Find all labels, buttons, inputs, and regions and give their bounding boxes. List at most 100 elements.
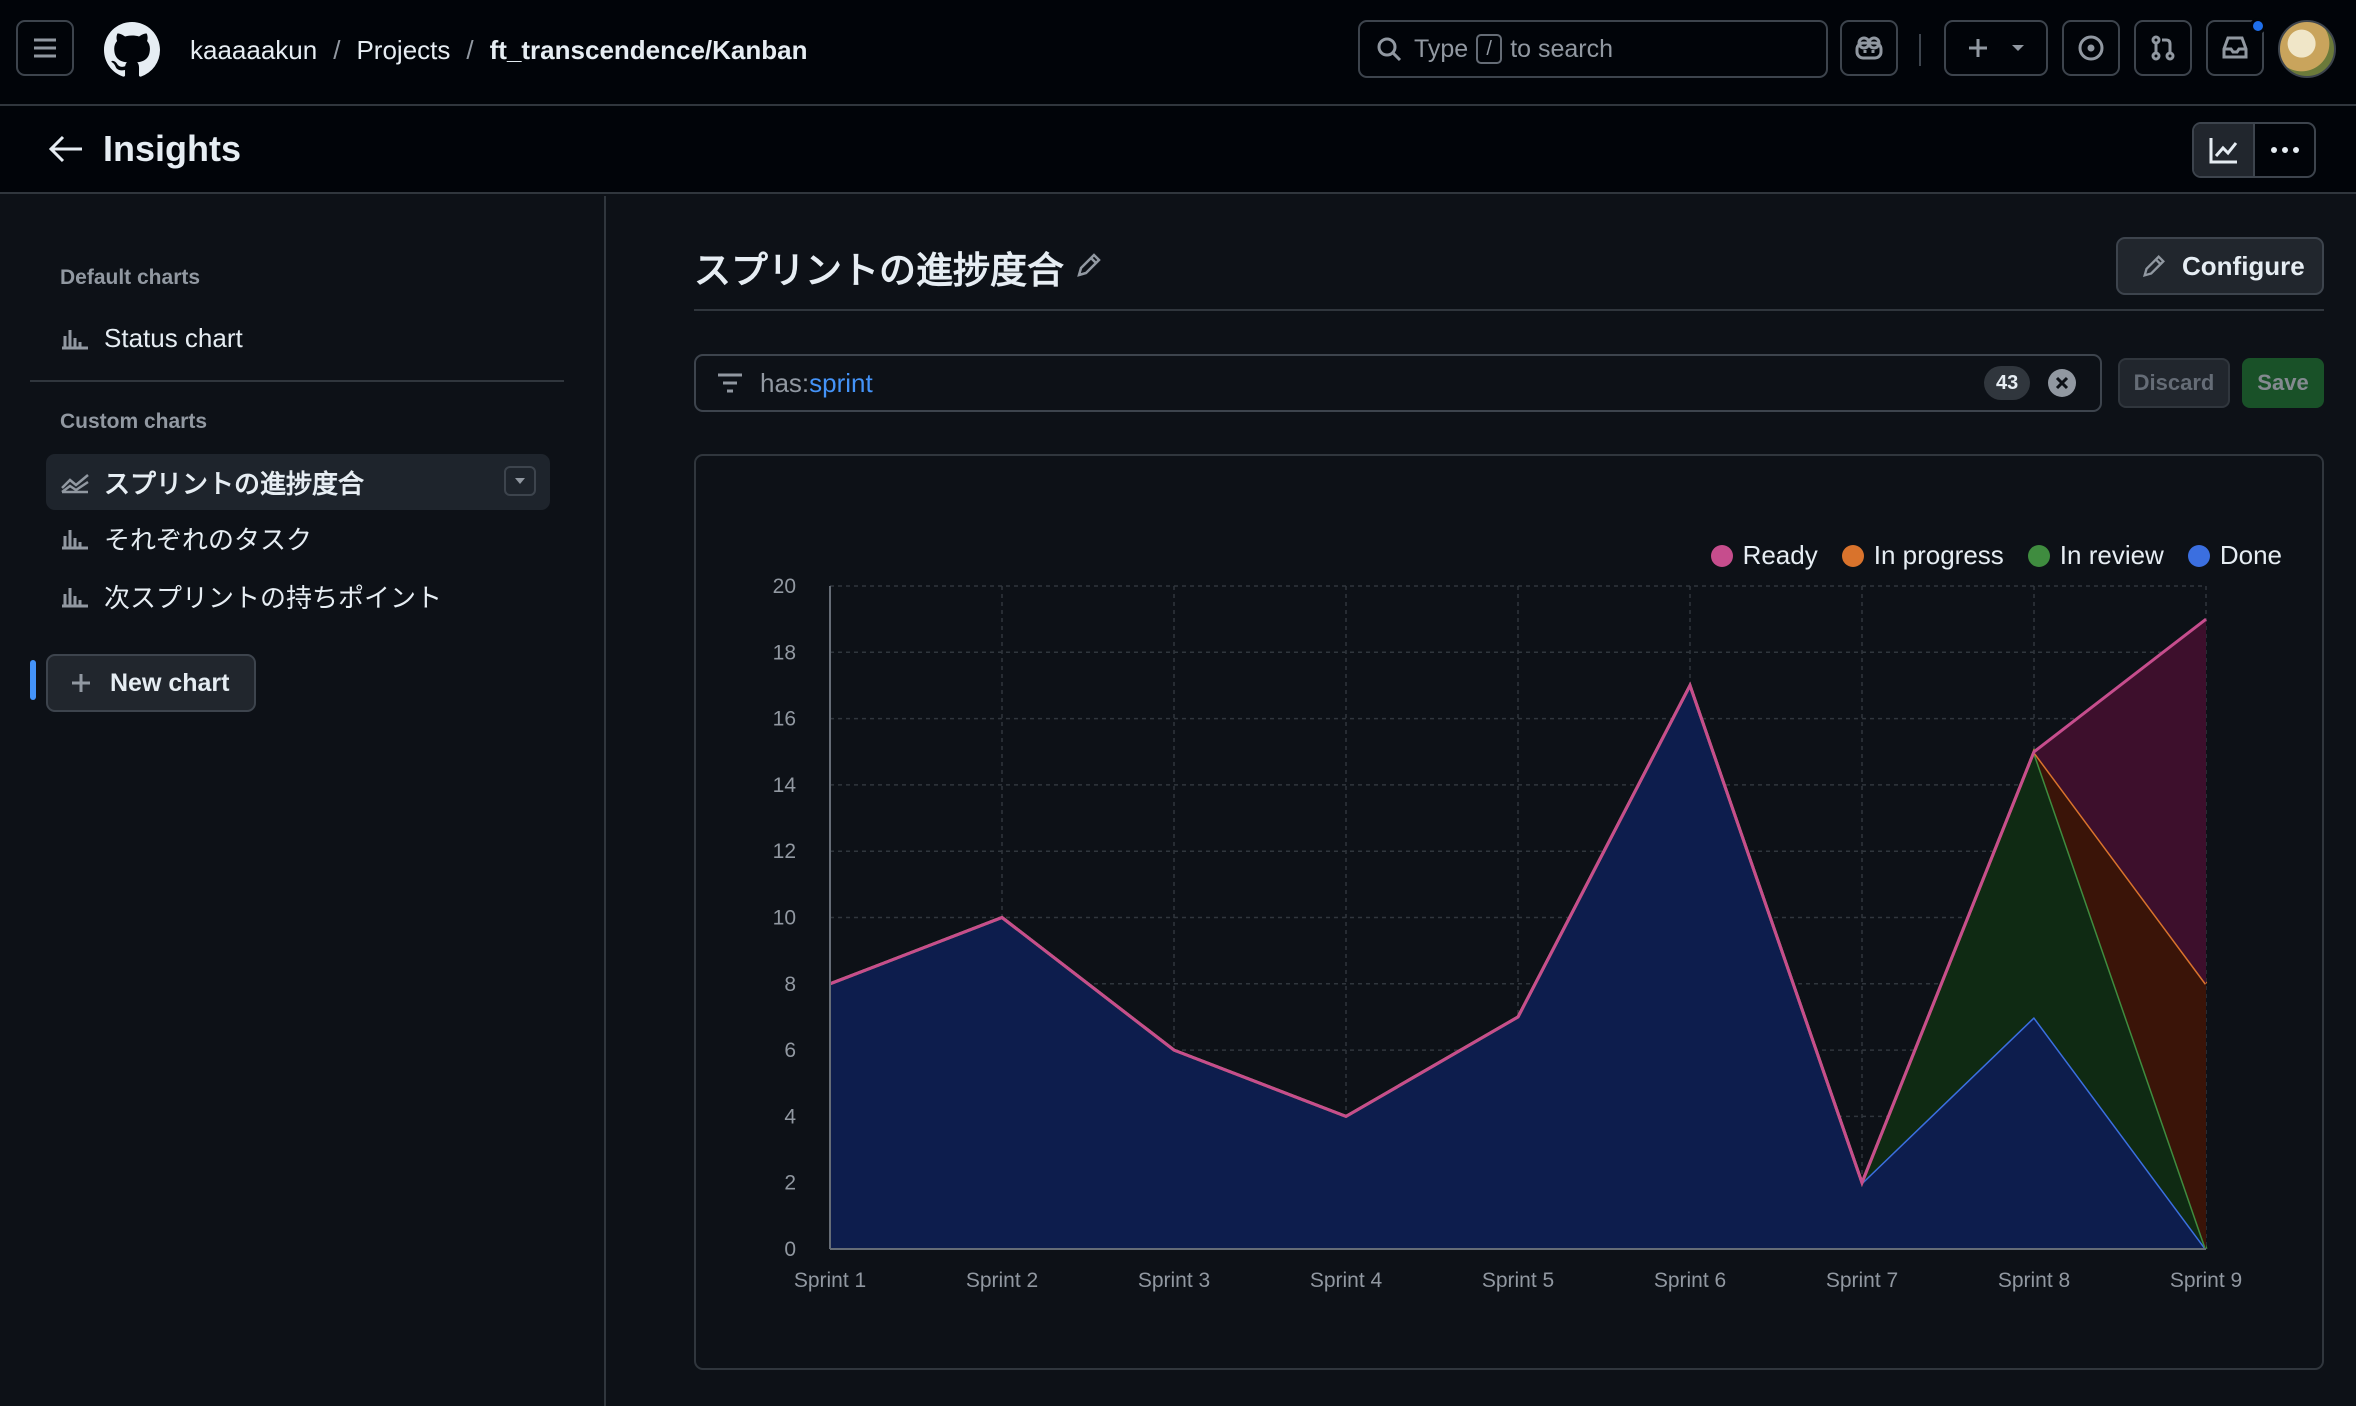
chart-view-button[interactable] — [2194, 124, 2255, 176]
clear-filter-button[interactable] — [2048, 369, 2076, 397]
view-toggle — [2192, 122, 2316, 178]
save-button[interactable]: Save — [2242, 358, 2324, 408]
legend-label: In progress — [1873, 540, 2004, 570]
breadcrumb-project[interactable]: ft_transcendence/Kanban — [489, 34, 808, 65]
menu-button[interactable] — [16, 20, 74, 76]
y-tick-label: 14 — [773, 774, 797, 797]
filter-value: sprint — [809, 367, 873, 398]
arrow-left-icon[interactable] — [48, 134, 84, 164]
sidebar-item-sprint-progress[interactable]: スプリントの進捗度合 — [46, 454, 550, 510]
y-tick-label: 20 — [773, 575, 796, 598]
y-tick-label: 18 — [773, 641, 796, 664]
insights-header: Insights — [0, 106, 2356, 194]
sidebar-item-each-task[interactable]: それぞれのタスク — [46, 510, 550, 566]
chart-legend: Ready In progress In review Done — [1710, 540, 2282, 571]
discard-button[interactable]: Discard — [2118, 358, 2230, 408]
x-tick-label: Sprint 4 — [1310, 1269, 1383, 1292]
pull-request-icon — [2151, 35, 2175, 61]
global-header: kaaaaakun / Projects / ft_transcendence/… — [0, 0, 2356, 106]
x-tick-label: Sprint 5 — [1482, 1269, 1554, 1292]
pencil-icon — [2142, 255, 2165, 278]
sidebar: Default charts Status chart Custom chart… — [0, 196, 606, 1406]
search-shortcut-key: / — [1476, 34, 1503, 64]
more-options-button[interactable] — [2255, 124, 2314, 176]
legend-label: Ready — [1742, 540, 1818, 570]
breadcrumb-separator: / — [466, 34, 474, 65]
legend-item-ready[interactable]: Ready — [1710, 540, 1818, 571]
legend-swatch — [1841, 544, 1864, 567]
breadcrumb: kaaaaakun / Projects / ft_transcendence/… — [190, 28, 808, 72]
y-tick-label: 10 — [773, 907, 796, 930]
active-indicator — [30, 660, 36, 700]
x-tick-label: Sprint 3 — [1138, 1269, 1210, 1292]
inbox-icon — [2222, 36, 2248, 59]
configure-button[interactable]: Configure — [2116, 237, 2324, 295]
filter-icon — [718, 373, 742, 393]
copilot-button[interactable] — [1840, 20, 1898, 76]
issues-button[interactable] — [2062, 20, 2120, 76]
configure-label: Configure — [2182, 250, 2305, 281]
custom-charts-heading: Custom charts — [60, 410, 208, 433]
github-logo-icon[interactable] — [104, 22, 160, 78]
sidebar-item-next-sprint-points[interactable]: 次スプリントの持ちポイント — [46, 568, 550, 624]
search-prefix: Type — [1414, 34, 1469, 63]
chart-title: スプリントの進捗度合 — [694, 250, 1064, 291]
search-suffix: to search — [1510, 34, 1614, 63]
result-count-badge: 43 — [1984, 366, 2031, 400]
search-icon — [1377, 37, 1402, 62]
bar-chart-icon — [62, 330, 88, 350]
sidebar-item-label: Status chart — [104, 322, 243, 353]
header-divider — [1919, 34, 1921, 66]
sidebar-item-label: 次スプリントの持ちポイント — [104, 582, 443, 613]
chevron-down-icon — [2012, 45, 2024, 51]
filter-input[interactable]: has: sprint — [694, 354, 2102, 412]
x-tick-label: Sprint 8 — [1998, 1269, 2070, 1292]
copilot-icon — [1855, 36, 1883, 60]
legend-item-in-progress[interactable]: In progress — [1841, 540, 2004, 571]
legend-swatch — [2187, 544, 2210, 567]
avatar[interactable] — [2278, 20, 2336, 78]
default-charts-heading: Default charts — [60, 266, 201, 289]
x-icon — [2055, 376, 2069, 390]
sprint-progress-chart: 0 2 4 6 8 10 12 14 16 18 20 Sprint 1 Sprint 2 Sprint … — [773, 575, 2243, 1292]
series-line-ready — [829, 617, 2207, 1187]
legend-label: In review — [2059, 540, 2164, 570]
sidebar-item-status-chart[interactable]: Status chart — [46, 310, 550, 366]
x-tick-label: Sprint 1 — [794, 1269, 866, 1292]
x-tick-label: Sprint 2 — [966, 1269, 1038, 1292]
page-title: Insights — [103, 128, 242, 169]
inbox-button[interactable] — [2206, 20, 2264, 76]
title-divider — [694, 309, 2324, 311]
new-chart-label: New chart — [110, 668, 230, 697]
kebab-horizontal-icon — [2270, 147, 2299, 153]
sidebar-item-label: それぞれのタスク — [104, 524, 313, 555]
x-tick-label: Sprint 7 — [1826, 1269, 1898, 1292]
notification-indicator — [2250, 18, 2266, 34]
create-new-button[interactable] — [1944, 20, 2048, 76]
legend-item-done[interactable]: Done — [2187, 540, 2282, 571]
search-input[interactable]: Type / to search — [1358, 20, 1828, 78]
pencil-icon[interactable] — [1074, 250, 1104, 280]
breadcrumb-separator: / — [333, 34, 341, 65]
y-tick-label: 6 — [784, 1039, 796, 1062]
y-tick-label: 0 — [784, 1238, 796, 1261]
filter-key: has: — [760, 367, 810, 398]
triangle-down-icon — [515, 478, 525, 484]
bar-chart-icon — [62, 530, 88, 550]
y-tick-label: 8 — [784, 973, 796, 996]
bar-chart-icon — [62, 588, 88, 608]
sidebar-divider — [30, 380, 564, 382]
breadcrumb-user[interactable]: kaaaaakun — [190, 34, 318, 65]
breadcrumb-projects[interactable]: Projects — [356, 34, 451, 65]
graph-icon — [2209, 138, 2237, 164]
new-chart-button[interactable]: New chart — [46, 654, 256, 712]
y-tick-label: 16 — [773, 708, 796, 731]
x-tick-label: Sprint 9 — [2170, 1269, 2242, 1292]
y-tick-label: 12 — [773, 840, 796, 863]
pull-requests-button[interactable] — [2134, 20, 2192, 76]
hamburger-icon — [34, 38, 56, 58]
chart-options-button[interactable] — [504, 466, 536, 496]
area-done — [830, 685, 2206, 1249]
y-tick-label: 2 — [784, 1172, 796, 1195]
legend-item-in-review[interactable]: In review — [2027, 540, 2164, 571]
